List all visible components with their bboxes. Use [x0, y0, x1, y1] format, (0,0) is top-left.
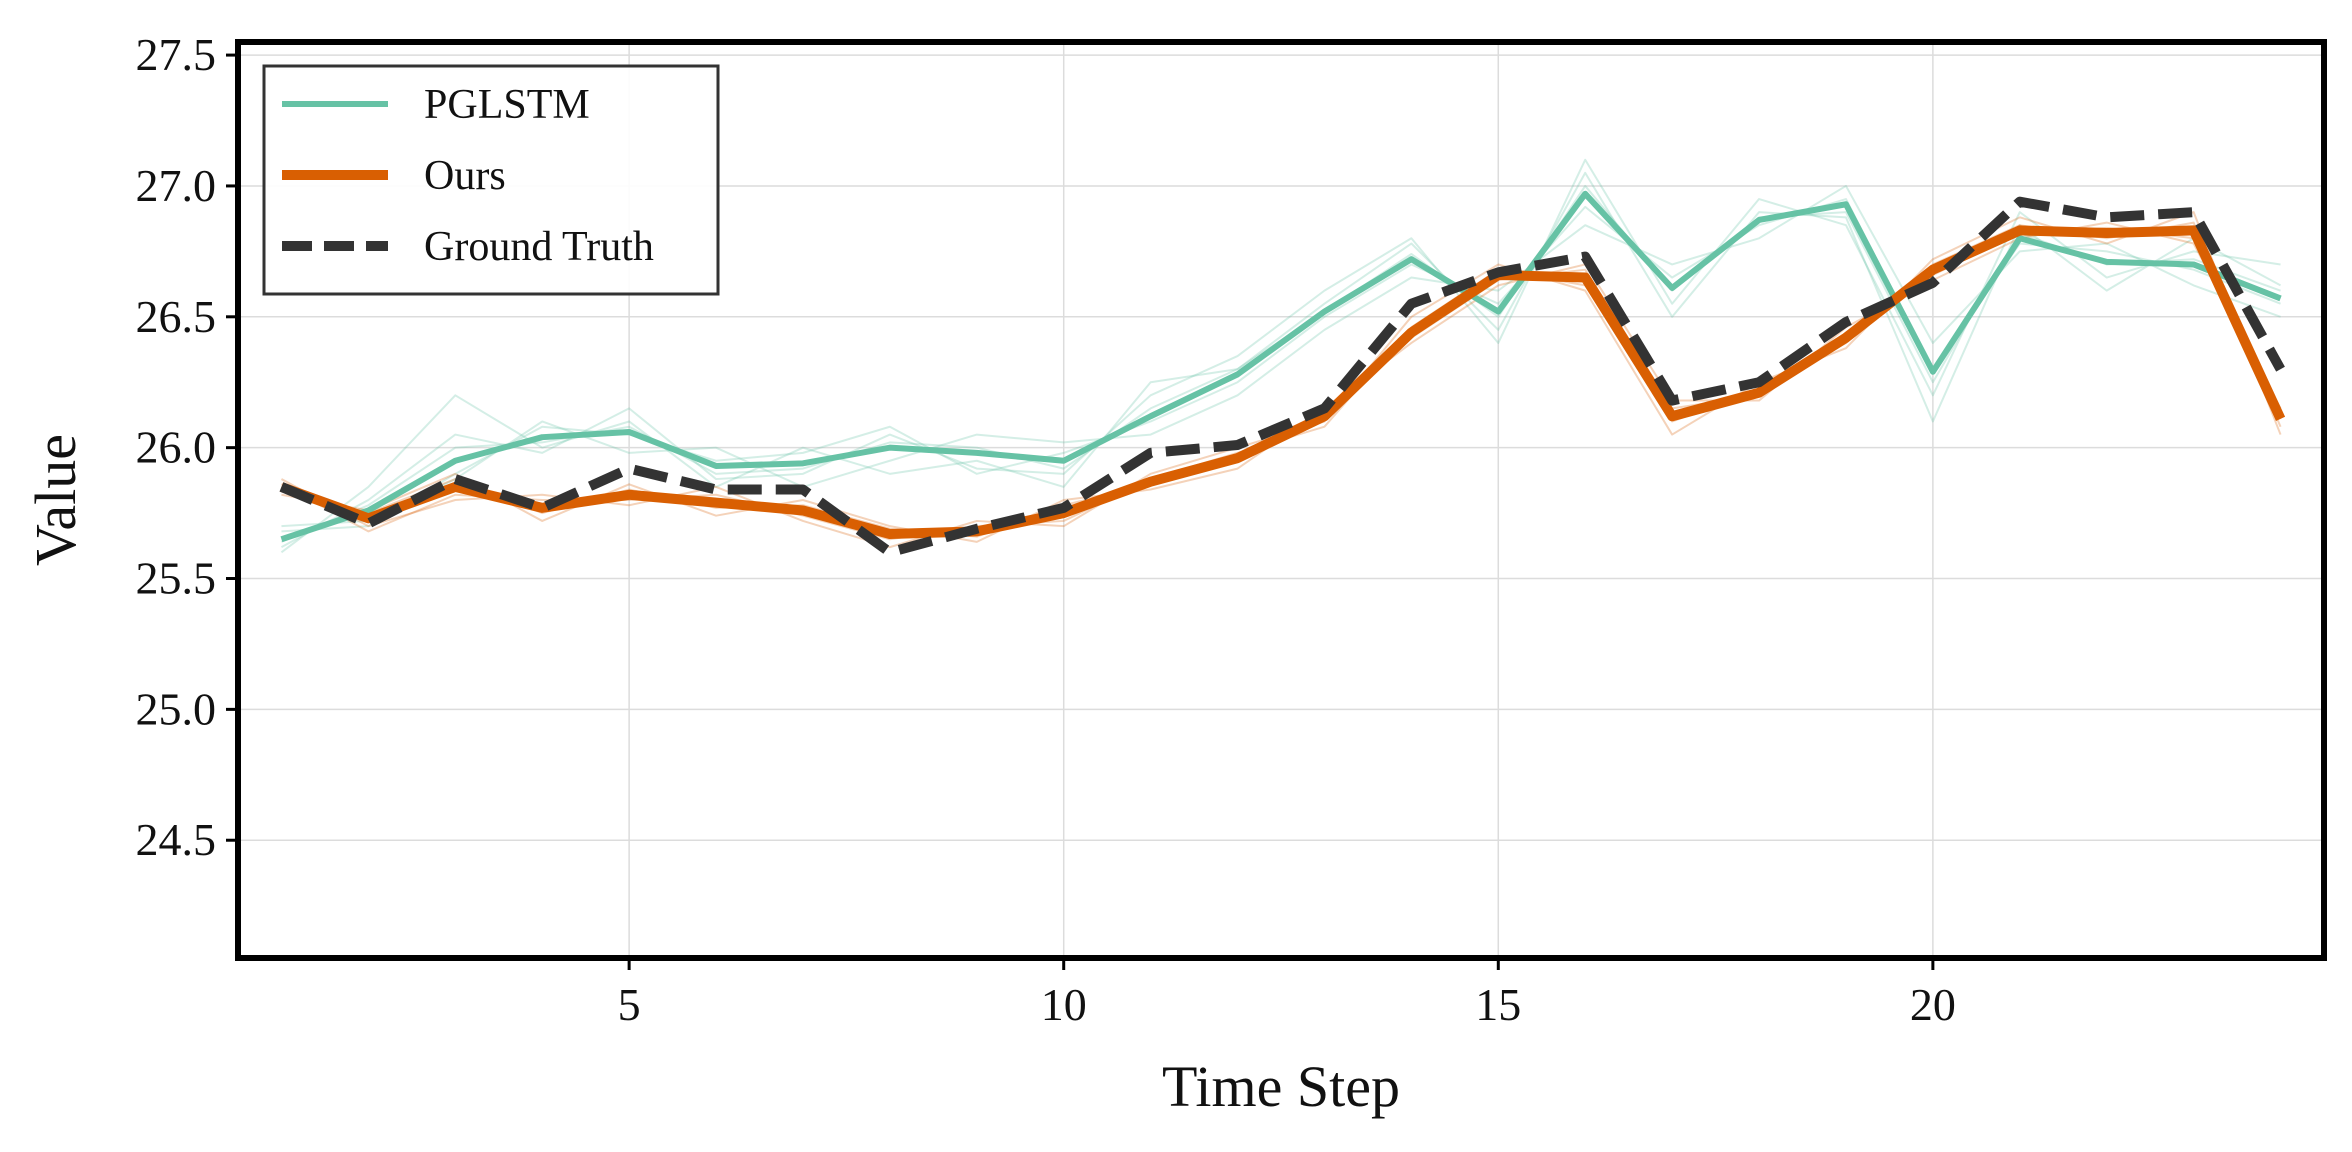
series-line-ground-truth [279, 196, 2285, 558]
x-tick-label: 5 [618, 979, 641, 1030]
y-tick-label: 27.5 [136, 29, 217, 80]
ensemble-sample-line [280, 171, 2282, 554]
y-tick-label: 25.0 [136, 683, 217, 734]
x-axis-label: Time Step [1162, 1054, 1400, 1119]
y-tick-label: 24.5 [136, 814, 217, 865]
x-tick-label: 10 [1041, 979, 1087, 1030]
x-tick-label: 15 [1475, 979, 1521, 1030]
axis-ticks: 5 10 15 20 24.5 25.0 25.5 26.0 26.5 27.0 27.5 [136, 29, 1956, 1030]
plot-frame [235, 39, 2327, 961]
legend: PGLSTM Ours Ground Truth [262, 64, 720, 296]
x-tick-label: 20 [1910, 979, 1956, 1030]
legend-label: Ground Truth [424, 224, 654, 270]
series-lines [279, 190, 2286, 558]
ensemble-sample-line [281, 184, 2281, 528]
y-tick-label: 26.5 [136, 291, 217, 342]
legend-label: PGLSTM [424, 82, 590, 128]
series-line-pglstm [280, 190, 2282, 543]
y-axis-label: Value [23, 434, 88, 566]
y-tick-label: 27.0 [136, 160, 217, 211]
y-tick-label: 26.0 [136, 422, 217, 473]
ensemble-sample-line [280, 158, 2281, 548]
grid [238, 42, 2324, 958]
y-tick-label: 25.5 [136, 553, 217, 604]
legend-label: Ours [424, 153, 506, 199]
